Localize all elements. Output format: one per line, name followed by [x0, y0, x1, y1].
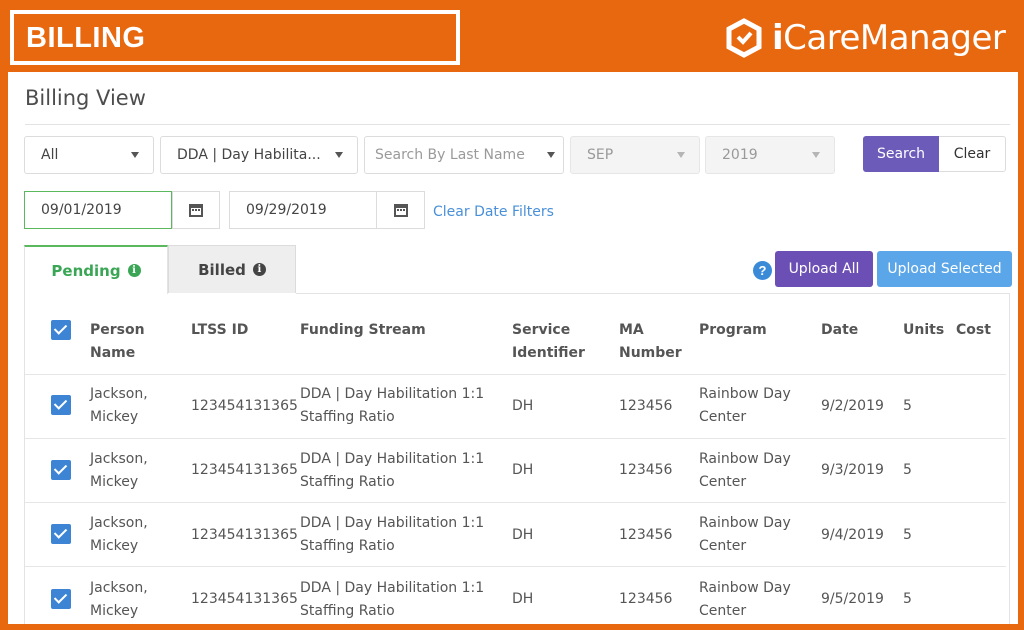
tab-pending[interactable]: Pending i [24, 245, 168, 294]
cell-units: 5 [903, 527, 912, 543]
cell-date: 9/3/2019 [821, 462, 884, 478]
month-select[interactable]: SEP [570, 136, 700, 174]
select-all-checkbox[interactable] [51, 320, 71, 340]
billing-table [24, 294, 1010, 624]
last-name-placeholder: Search By Last Name [375, 147, 525, 163]
chevron-down-icon [547, 152, 555, 158]
last-name-search[interactable]: Search By Last Name [364, 136, 564, 174]
cell-ma-number: 123456 [619, 591, 673, 607]
tab-pending-label: Pending [51, 261, 121, 280]
cell-funding-stream: DDA | Day Habilitation 1:1 Staffing Ratio [300, 451, 485, 490]
status-select-value: All [41, 147, 59, 163]
cell-service-identifier: DH [512, 462, 534, 478]
cell-person-name: Jackson, Mickey [90, 386, 148, 425]
cell-funding-stream: DDA | Day Habilitation 1:1 Staffing Ratio [300, 515, 485, 554]
tab-billed-label: Billed [198, 260, 246, 279]
row-checkbox[interactable] [51, 524, 71, 544]
cell-ma-number: 123456 [619, 527, 673, 543]
program-select[interactable]: DDA | Day Habilita... [160, 136, 358, 174]
info-icon: i [252, 263, 266, 276]
cell-ltss-id: 123454131365 [191, 398, 298, 414]
cell-program: Rainbow Day Center [699, 515, 791, 554]
cell-ma-number: 123456 [619, 462, 673, 478]
divider [25, 502, 1006, 503]
year-select-value: 2019 [722, 147, 758, 163]
brand-logo: iCareManager [724, 16, 1006, 60]
date-from-input[interactable]: 09/01/2019 [24, 191, 172, 229]
cell-funding-stream: DDA | Day Habilitation 1:1 Staffing Ratio [300, 580, 485, 619]
header-program: Program [699, 322, 767, 338]
cell-ltss-id: 123454131365 [191, 591, 298, 607]
divider [25, 438, 1006, 439]
billing-panel: Billing View All DDA | Day Habilita... S… [8, 72, 1018, 624]
calendar-icon [393, 203, 408, 217]
cell-program: Rainbow Day Center [699, 451, 791, 490]
status-select[interactable]: All [24, 136, 154, 174]
cell-person-name: Jackson, Mickey [90, 451, 148, 490]
brand-name: iCareManager [772, 18, 1006, 58]
calendar-icon [189, 203, 203, 217]
header-service-identifier: Service Identifier [512, 322, 585, 361]
cell-program: Rainbow Day Center [699, 580, 791, 619]
header-ma-number: MA Number [619, 322, 682, 361]
cell-units: 5 [903, 398, 912, 414]
search-button[interactable]: Search [863, 136, 939, 172]
cell-units: 5 [903, 462, 912, 478]
cell-units: 5 [903, 591, 912, 607]
page-title: Billing View [25, 86, 146, 110]
clear-date-filters-link[interactable]: Clear Date Filters [433, 204, 554, 220]
header-units: Units [903, 322, 945, 338]
date-from-value: 09/01/2019 [41, 202, 122, 218]
row-checkbox[interactable] [51, 395, 71, 415]
date-to-input[interactable]: 09/29/2019 [229, 191, 377, 229]
divider [296, 293, 1010, 294]
cell-ltss-id: 123454131365 [191, 527, 298, 543]
cell-program: Rainbow Day Center [699, 386, 791, 425]
year-select[interactable]: 2019 [705, 136, 835, 174]
cell-person-name: Jackson, Mickey [90, 580, 148, 619]
divider [25, 566, 1006, 567]
header-person-name: Person Name [90, 322, 145, 361]
row-checkbox[interactable] [51, 589, 71, 609]
month-select-value: SEP [587, 147, 614, 163]
upload-all-button[interactable]: Upload All [775, 251, 873, 287]
cell-date: 9/2/2019 [821, 398, 884, 414]
tab-billed[interactable]: Billed i [168, 245, 296, 293]
billing-banner-title: BILLING [10, 10, 460, 65]
header-ltss-id: LTSS ID [191, 322, 249, 338]
clear-button[interactable]: Clear [939, 136, 1006, 172]
divider [25, 124, 1010, 125]
cell-service-identifier: DH [512, 398, 534, 414]
header-funding-stream: Funding Stream [300, 322, 426, 338]
chevron-down-icon [812, 152, 820, 158]
cell-service-identifier: DH [512, 591, 534, 607]
cell-funding-stream: DDA | Day Habilitation 1:1 Staffing Ratio [300, 386, 485, 425]
upload-selected-button[interactable]: Upload Selected [877, 251, 1012, 287]
date-to-value: 09/29/2019 [246, 202, 327, 218]
cell-ltss-id: 123454131365 [191, 462, 298, 478]
cell-ma-number: 123456 [619, 398, 673, 414]
divider [25, 374, 1006, 375]
chevron-down-icon [677, 152, 685, 158]
help-icon[interactable]: ? [753, 261, 772, 280]
chevron-down-icon [131, 152, 139, 158]
header-cost: Cost [956, 322, 991, 338]
cell-date: 9/4/2019 [821, 527, 884, 543]
row-checkbox[interactable] [51, 460, 71, 480]
cell-date: 9/5/2019 [821, 591, 884, 607]
chevron-down-icon [335, 152, 343, 158]
date-to-calendar-button[interactable] [377, 191, 425, 229]
info-icon: i [127, 264, 141, 277]
header-date: Date [821, 322, 859, 338]
cell-person-name: Jackson, Mickey [90, 515, 148, 554]
date-from-calendar-button[interactable] [172, 191, 220, 229]
cell-service-identifier: DH [512, 527, 534, 543]
caremanager-logo-mark-icon [726, 18, 762, 58]
program-select-value: DDA | Day Habilita... [177, 147, 321, 163]
